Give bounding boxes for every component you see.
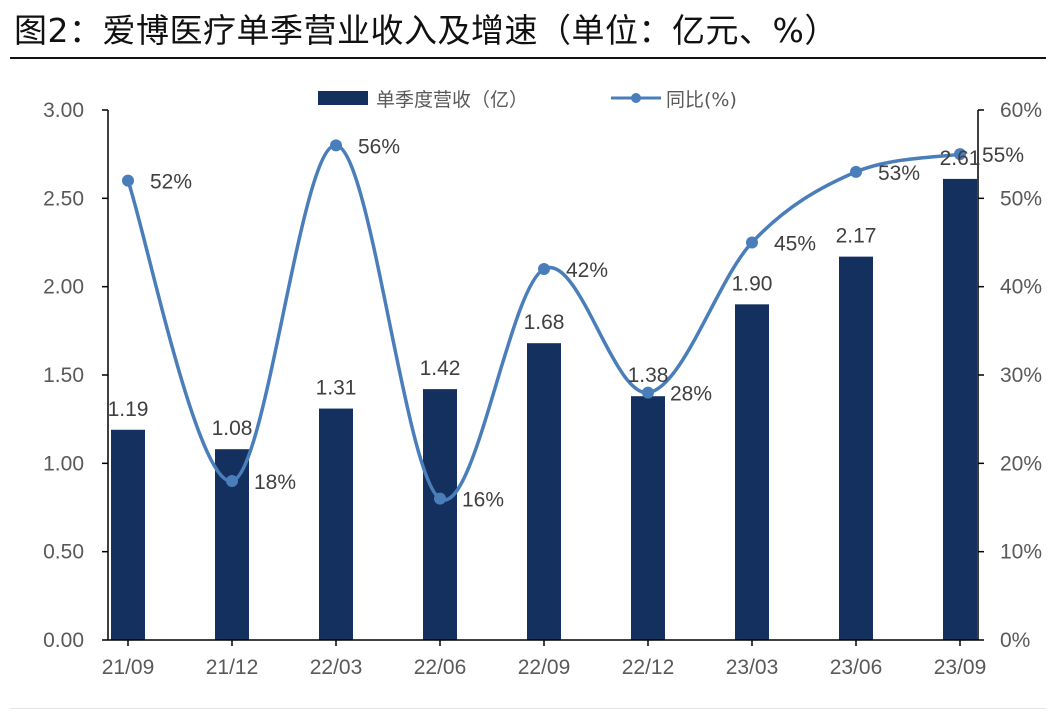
bar-value-label: 1.68 [524,311,565,334]
left-tick-label: 0.00 [43,629,84,652]
right-tick-label: 0% [1000,629,1030,652]
left-tick-label: 2.50 [43,187,84,210]
bar-value-label: 1.38 [628,364,669,387]
yoy-value-label: 56% [358,135,400,158]
x-tick-label: 22/06 [414,656,467,679]
bar-value-label: 1.31 [316,377,357,400]
yoy-value-label: 55% [982,144,1024,167]
bar-value-label: 1.42 [420,357,461,380]
yoy-growth-line [126,143,961,502]
bar-value-label: 1.19 [108,398,149,421]
bar-22-06 [423,389,457,640]
yoy-value-label: 16% [462,489,504,512]
bars-layer [111,178,977,640]
left-tick-label: 2.00 [43,276,84,299]
x-tick-label: 22/09 [518,656,571,679]
chart-title: 图2：爱博医疗单季营业收入及增速（单位：亿元、%） [14,11,838,50]
bottom-divider [10,708,1046,709]
legend-line-marker [631,93,641,103]
yoy-value-label: 45% [774,233,816,256]
bar-23-06 [839,256,873,640]
yoy-marker-23-06 [850,165,862,178]
bar-21-09 [111,429,145,640]
bar-22-03 [319,408,353,640]
right-tick-label: 60% [1000,99,1042,122]
x-tick-label: 21/09 [102,656,155,679]
yoy-marker-21-09 [122,174,134,187]
x-tick-label: 22/12 [622,656,675,679]
right-tick-label: 40% [1000,276,1042,299]
x-tick-label: 21/12 [206,656,259,679]
left-tick-label: 1.50 [43,364,84,387]
x-tick-label: 23/09 [934,656,987,679]
yoy-value-label: 53% [878,162,920,185]
yoy-marker-22-03 [330,139,342,152]
bar-23-09 [943,178,977,640]
right-tick-label: 10% [1000,541,1042,564]
labels-layer: 1.19 1.08 1.31 1.42 1.68 1.38 1.90 2.17 2.61 52% 1… [108,135,1024,511]
bar-value-label: 2.61 [940,147,981,170]
line-layer [122,139,966,505]
yoy-marker-22-09 [538,263,550,275]
bar-23-03 [735,304,769,640]
x-tick-label: 23/03 [726,656,779,679]
left-tick-label: 0.50 [43,541,84,564]
left-tick-label: 3.00 [43,99,84,122]
yoy-marker-22-06 [434,492,446,505]
x-tick-label: 23/06 [830,656,883,679]
yoy-marker-23-03 [746,236,758,249]
axes-layer: 0.00 0.50 1.00 1.50 2.00 2.50 3.00 0% 10% 20% 30% 4… [43,99,1042,679]
bar-22-12 [631,396,665,640]
yoy-marker-23-09 [954,148,966,161]
yoy-value-label: 28% [670,383,712,406]
right-tick-label: 20% [1000,452,1042,475]
bar-value-label: 2.17 [836,225,877,248]
legend-bar-label: 单季度营收（亿） [376,89,528,111]
yoy-marker-21-12 [226,475,238,487]
right-tick-label: 50% [1000,187,1042,210]
yoy-value-label: 18% [254,471,296,494]
title-divider [10,57,1046,59]
yoy-value-label: 42% [566,259,608,282]
right-tick-label: 30% [1000,364,1042,387]
bar-22-09 [527,343,561,640]
bar-value-label: 1.90 [732,272,773,295]
x-tick-label: 22/03 [310,656,363,679]
legend-line-label: 同比(%) [666,89,737,111]
legend-bar-swatch [318,91,368,105]
bar-value-label: 1.08 [212,417,253,440]
yoy-value-label: 52% [150,171,192,194]
yoy-marker-22-12 [642,386,654,399]
left-tick-label: 1.00 [43,452,84,475]
legend: 单季度营收（亿） 同比(%) [318,89,737,111]
